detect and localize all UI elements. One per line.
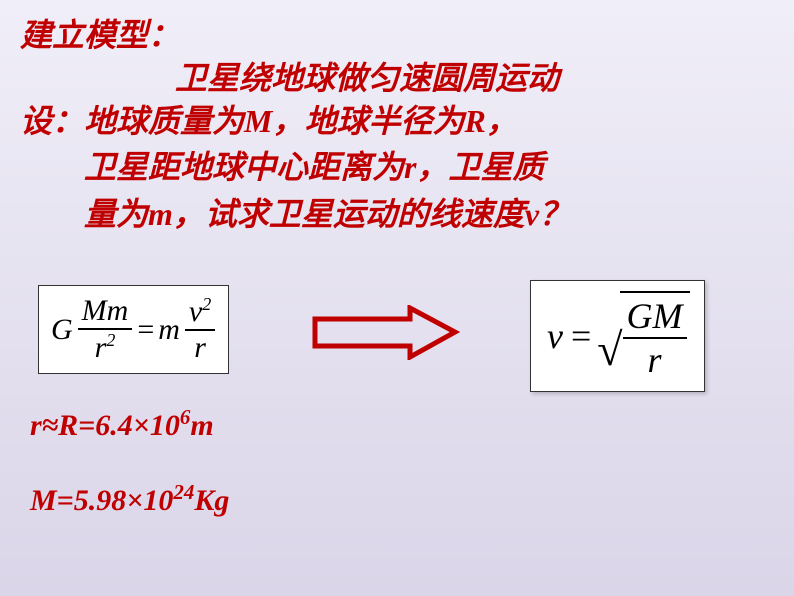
symbol-v: v [525, 196, 539, 232]
radius-value: r≈R=6.4×106m [30, 405, 214, 443]
problem-statement: 设：地球质量为M，地球半径为R， 卫星距地球中心距离为r，卫星质 量为m，试求卫… [20, 98, 571, 237]
equals-sign: = [137, 313, 154, 347]
fraction: GM r [623, 295, 687, 381]
problem-text: ？ [539, 196, 571, 232]
equation-velocity: v = √ GM r [530, 280, 705, 392]
equals-sign: = [571, 315, 591, 357]
problem-text: 卫星距地球中心距离为 [20, 149, 404, 185]
symbol-r: r [404, 149, 416, 185]
arrow-icon [310, 305, 460, 360]
symbol-R: R [464, 103, 485, 139]
problem-text: ，试求卫星运动的线速度 [173, 196, 525, 232]
symbol-m: m [148, 196, 173, 232]
mass-value: M=5.98×1024Kg [30, 480, 229, 518]
numerator: Mm [78, 294, 133, 330]
problem-text: 量为 [20, 196, 148, 232]
equation-force-balance: G Mm r2 = m v2 r [38, 285, 229, 374]
model-subtitle: 卫星绕地球做匀速圆周运动 [175, 53, 559, 99]
problem-text: ，地球半径为 [272, 103, 464, 139]
numerator: v2 [185, 294, 215, 331]
problem-text: ，卫星质 [416, 149, 544, 185]
problem-text: 设：地球质量为 [20, 103, 244, 139]
symbol-m: m [158, 313, 180, 347]
square-root: √ GM r [597, 291, 689, 381]
symbol-M: M [244, 103, 272, 139]
problem-text: ， [486, 103, 518, 139]
fraction: Mm r2 [78, 294, 133, 365]
symbol-v: v [547, 315, 563, 357]
denominator: r [644, 339, 666, 381]
symbol-G: G [51, 313, 73, 347]
model-title: 建立模型： [20, 10, 180, 56]
fraction: v2 r [185, 294, 215, 365]
denominator: r2 [91, 330, 120, 365]
numerator: GM [623, 295, 687, 339]
denominator: r [190, 331, 210, 365]
